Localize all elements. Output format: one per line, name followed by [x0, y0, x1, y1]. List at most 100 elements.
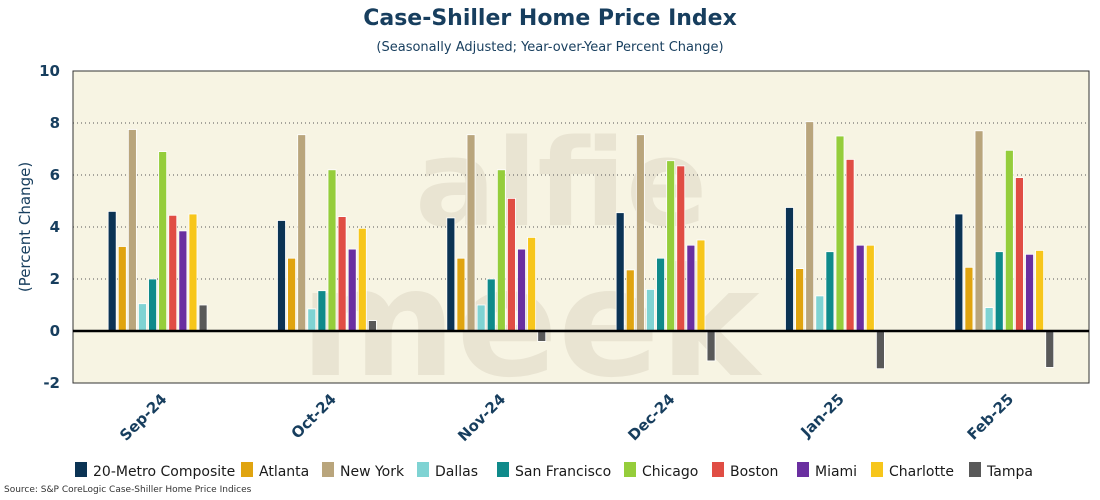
bar [496, 169, 506, 332]
bar [865, 244, 875, 332]
bar [696, 239, 706, 332]
bar [845, 158, 855, 332]
y-axis-label: (Percent Change) [16, 162, 34, 292]
legend-label: Chicago [642, 464, 698, 480]
bar [974, 130, 984, 332]
bar [327, 169, 337, 332]
chart-subtitle: (Seasonally Adjusted; Year-over-Year Per… [376, 40, 724, 55]
watermark-text: alfie [415, 115, 707, 254]
bar [646, 288, 655, 332]
bar [297, 134, 307, 332]
bar [666, 160, 676, 332]
bar [367, 320, 377, 332]
bar [706, 330, 716, 362]
bar [287, 257, 297, 332]
legend-item: Atlanta [241, 462, 309, 480]
legend-item: Boston [712, 462, 778, 480]
bar [158, 151, 168, 332]
legend-swatch [797, 462, 809, 477]
bar [805, 121, 815, 332]
bar [954, 213, 964, 332]
bar [178, 230, 188, 332]
chart-title: Case-Shiller Home Price Index [363, 6, 737, 31]
legend-label: Dallas [435, 464, 478, 480]
bar [307, 308, 317, 332]
legend-swatch [75, 462, 87, 477]
bar [984, 307, 994, 332]
bar [527, 236, 537, 332]
y-tick-label: 6 [50, 166, 60, 184]
bar [795, 268, 804, 332]
bar [964, 266, 974, 332]
legend-item: Miami [797, 462, 857, 480]
legend-item: Charlotte [871, 462, 954, 480]
bar [537, 330, 547, 342]
y-tick-label: 2 [50, 270, 60, 288]
legend-item: Dallas [417, 462, 478, 480]
bar [1035, 249, 1045, 332]
source-note: Source: S&P CoreLogic Case-Shiller Home … [4, 485, 252, 495]
bar [357, 227, 367, 332]
legend-swatch [497, 462, 509, 477]
legend-label: Charlotte [889, 464, 954, 480]
y-tick-label: 0 [50, 322, 60, 340]
bar [994, 251, 1004, 332]
bar [1025, 253, 1034, 332]
bar [635, 134, 645, 332]
bar [507, 197, 516, 332]
legend-item: Chicago [624, 462, 698, 480]
bar [1045, 330, 1055, 368]
legend-label: Miami [815, 464, 857, 480]
legend-label: San Francisco [515, 464, 611, 480]
bar [615, 212, 625, 332]
legend-swatch [712, 462, 724, 477]
bar [446, 217, 456, 332]
legend-label: 20-Metro Composite [93, 464, 235, 480]
x-tick-label: Feb-25 [964, 390, 1017, 443]
legend-item: Tampa [969, 462, 1033, 480]
plot-border [72, 70, 1090, 384]
legend-item: New York [322, 462, 405, 480]
legend-swatch [322, 462, 334, 477]
bar [517, 248, 526, 332]
bar [486, 278, 496, 332]
bar [656, 257, 665, 332]
bar [117, 246, 127, 332]
legend-item: San Francisco [497, 462, 611, 480]
bar [198, 304, 208, 332]
bar [625, 269, 635, 332]
bar [815, 295, 825, 332]
bar [138, 303, 147, 332]
bar [476, 304, 486, 332]
legend-label: Boston [730, 464, 778, 480]
y-tick-label: -2 [43, 374, 60, 392]
bar [676, 165, 686, 332]
bar [277, 220, 286, 332]
bar [785, 207, 794, 332]
legend-swatch [871, 462, 883, 477]
legend-label: New York [340, 464, 405, 480]
legend-swatch [969, 462, 981, 477]
bar [876, 330, 885, 370]
y-tick-label: 8 [50, 114, 60, 132]
bar [168, 214, 178, 332]
bar [188, 213, 198, 332]
bar [456, 257, 466, 332]
legend-item: 20-Metro Composite [75, 462, 235, 480]
bar [466, 134, 476, 332]
bar [127, 129, 137, 332]
x-tick-label: Sep-24 [116, 390, 170, 444]
legend-swatch [417, 462, 429, 477]
bar [337, 216, 347, 332]
bar [347, 248, 357, 332]
bar [107, 210, 117, 332]
bar [835, 135, 845, 332]
bar [1004, 149, 1014, 332]
y-tick-label: 4 [50, 218, 60, 236]
legend-swatch [624, 462, 636, 477]
bar [148, 278, 157, 332]
bar [1015, 177, 1024, 332]
bar [825, 251, 835, 332]
legend-label: Atlanta [259, 464, 309, 480]
